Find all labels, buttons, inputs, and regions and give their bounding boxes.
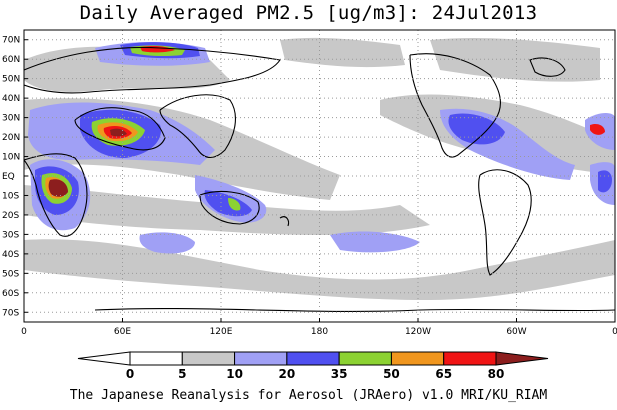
- colorbar-level-label: 10: [226, 367, 243, 381]
- coastlines: [24, 46, 615, 312]
- colorbar-level-label: 5: [178, 367, 186, 381]
- lat-tick-label: 70N: [2, 36, 20, 46]
- lat-tick-label: 20S: [2, 211, 19, 221]
- lat-tick-label: 10S: [2, 191, 19, 201]
- pm25-field: [24, 37, 615, 300]
- lat-tick-label: 20N: [2, 133, 20, 143]
- colorbar-level-label: 80: [488, 367, 505, 381]
- lon-tick-label: 120E: [210, 327, 233, 337]
- lon-axis: 0 60E 120E 180 120W 60W 0: [21, 318, 617, 337]
- lat-tick-label: 50S: [2, 269, 19, 279]
- colorbar-level-label: 0: [126, 367, 134, 381]
- lat-tick-label: 40N: [2, 94, 20, 104]
- colorbar-bin: [338, 351, 392, 366]
- colorbar-bin: [390, 351, 445, 366]
- lat-tick-label: 30N: [2, 114, 20, 124]
- lon-tick-label: 0: [612, 327, 617, 337]
- lat-tick-label: 70S: [2, 308, 19, 318]
- colorbar-low-triangle: [77, 351, 131, 366]
- lat-axis: 70N 60N 50N 40N 30N 20N 10N EQ 10S 20S 30S 40S 50S 60…: [2, 36, 28, 318]
- colorbar: 0 5 10 20 35 50 65 80: [77, 351, 549, 381]
- lon-tick-label: 180: [311, 327, 328, 337]
- lat-tick-label: 10N: [2, 153, 20, 163]
- lon-tick-label: 60E: [114, 327, 131, 337]
- lat-tick-label: 60S: [2, 289, 19, 299]
- graticule: [24, 30, 615, 322]
- lat-tick-label: 60N: [2, 55, 20, 65]
- credit-line: The Japanese Reanalysis for Aerosol (JRA…: [69, 388, 548, 403]
- colorbar-bin: [181, 351, 236, 366]
- lat-tick-label: 40S: [2, 250, 19, 260]
- colorbar-level-label: 50: [383, 367, 400, 381]
- colorbar-bin: [443, 351, 497, 366]
- colorbar-bin: [234, 351, 288, 366]
- lat-tick-label: 50N: [2, 75, 20, 85]
- lon-tick-label: 60W: [506, 327, 526, 337]
- colorbar-bin: [129, 351, 183, 366]
- colorbar-bin: [286, 351, 340, 366]
- colorbar-level-label: 35: [331, 367, 348, 381]
- colorbar-high-triangle: [495, 351, 549, 366]
- lat-tick-label: EQ: [2, 172, 15, 182]
- lon-tick-label: 0: [21, 327, 27, 337]
- lat-tick-label: 30S: [2, 230, 19, 240]
- lon-tick-label: 120W: [405, 327, 431, 337]
- colorbar-level-label: 65: [435, 367, 452, 381]
- colorbar-level-label: 20: [279, 367, 296, 381]
- map-title: Daily Averaged PM2.5 [ug/m3]: 24Jul2013: [79, 2, 538, 24]
